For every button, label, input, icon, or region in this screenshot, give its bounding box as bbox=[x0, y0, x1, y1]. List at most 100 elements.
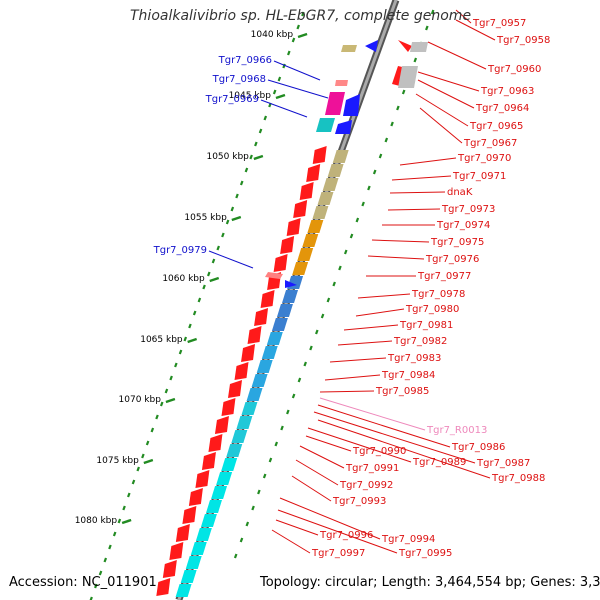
gene-label: Tgr7_0970 bbox=[457, 153, 511, 164]
gene-label: Tgr7_0960 bbox=[487, 64, 541, 75]
gene-block bbox=[221, 458, 238, 471]
gene-label: Tgr7_0957 bbox=[472, 18, 526, 29]
tick-dot bbox=[192, 310, 197, 316]
tick-dot bbox=[254, 141, 258, 147]
gene-block bbox=[231, 430, 248, 443]
gene-label: Tgr7_0967 bbox=[463, 138, 517, 149]
kbp-tick-mark bbox=[165, 397, 176, 404]
tick-dot bbox=[277, 76, 282, 82]
tick-dot bbox=[122, 505, 126, 511]
map-title: Thioalkalivibrio sp. HL-EbGR7, complete … bbox=[130, 8, 472, 24]
tick-dot bbox=[251, 505, 255, 511]
label-leader-line bbox=[367, 255, 425, 260]
gene-block bbox=[256, 360, 273, 373]
gene-block bbox=[200, 514, 217, 527]
tick-dot bbox=[178, 349, 183, 355]
gene-arrow bbox=[188, 488, 203, 506]
gene-label: Tgr7_0996 bbox=[319, 530, 373, 541]
kbp-tick-label: 1075 kbp bbox=[96, 456, 139, 466]
kbp-tick-label: 1080 kbp bbox=[75, 516, 118, 526]
gene-arrow bbox=[234, 362, 249, 380]
tick-dot bbox=[239, 537, 244, 543]
tick-dot bbox=[320, 313, 325, 319]
tick-dot bbox=[258, 128, 263, 134]
tick-dot bbox=[207, 271, 211, 277]
gene-arrow bbox=[162, 560, 177, 578]
label-leader-line bbox=[273, 60, 321, 81]
gene-label: Tgr7_0991 bbox=[345, 463, 399, 474]
gene-label: Tgr7_0963 bbox=[480, 86, 534, 97]
tick-dot bbox=[174, 362, 178, 368]
tick-dot bbox=[112, 531, 117, 537]
gene-arrow bbox=[286, 218, 301, 236]
gene-block bbox=[327, 164, 344, 177]
tick-dot bbox=[169, 375, 173, 381]
tick-dot bbox=[390, 121, 394, 127]
tick-dot bbox=[282, 63, 286, 69]
gene-block bbox=[398, 66, 418, 88]
kbp-tick-mark bbox=[297, 32, 308, 39]
gene-block bbox=[297, 248, 314, 261]
gene-arrow bbox=[365, 40, 378, 52]
gene-arrow bbox=[175, 524, 190, 542]
gene-label: Tgr7_0982 bbox=[393, 336, 447, 347]
tick-dot bbox=[141, 453, 145, 459]
label-leader-line bbox=[277, 509, 398, 554]
label-leader-line bbox=[455, 19, 496, 41]
tick-dot bbox=[355, 217, 360, 223]
tick-dot bbox=[188, 323, 192, 329]
gene-label: Tgr7_0997 bbox=[311, 548, 365, 559]
gene-label: Tgr7_0993 bbox=[332, 496, 386, 507]
label-leader-line bbox=[417, 79, 475, 109]
gene-block bbox=[302, 234, 319, 247]
gene-label: Tgr7_0964 bbox=[475, 103, 529, 114]
label-leader-line bbox=[307, 427, 412, 463]
gene-arrow bbox=[254, 308, 269, 326]
label-leader-line bbox=[337, 340, 393, 346]
tick-dot bbox=[108, 544, 112, 550]
gene-block bbox=[307, 220, 324, 233]
gene-label-left: Tgr7_0969 bbox=[205, 94, 259, 105]
label-leader-line bbox=[267, 79, 329, 99]
gene-arrow bbox=[182, 506, 197, 524]
gene-block bbox=[316, 118, 335, 132]
tick-dot bbox=[291, 393, 296, 399]
gene-arrow bbox=[299, 182, 314, 200]
gene-label: Tgr7_0995 bbox=[398, 548, 452, 559]
gene-block bbox=[271, 318, 288, 331]
label-leader-line bbox=[455, 9, 472, 24]
gene-arrow bbox=[169, 542, 184, 560]
label-leader-line bbox=[313, 411, 476, 464]
label-leader-line bbox=[317, 419, 491, 479]
gene-arrow bbox=[260, 290, 275, 308]
label-leader-line bbox=[389, 191, 446, 194]
tick-dot bbox=[257, 489, 261, 495]
tick-dot bbox=[233, 553, 238, 559]
gene-label: Tgr7_0974 bbox=[436, 220, 490, 231]
gene-block bbox=[341, 45, 357, 52]
kbp-tick-mark bbox=[143, 458, 154, 465]
gene-label: dnaK bbox=[447, 187, 473, 198]
gene-block bbox=[206, 500, 222, 513]
gene-block bbox=[317, 192, 334, 205]
gene-label: Tgr7_0973 bbox=[441, 204, 495, 215]
gene-arrow bbox=[293, 200, 308, 218]
gene-label: Tgr7_0987 bbox=[476, 458, 530, 469]
gene-arrow bbox=[221, 398, 236, 416]
accession-text: Accession: NC_011901 bbox=[9, 575, 157, 590]
label-leader-line bbox=[291, 475, 332, 502]
gene-block bbox=[266, 332, 283, 345]
label-leader-line bbox=[415, 93, 469, 127]
kbp-tick-label: 1050 kbp bbox=[206, 152, 249, 162]
label-leader-line bbox=[271, 529, 311, 554]
gene-arrow bbox=[227, 380, 242, 398]
gene-block bbox=[312, 206, 329, 219]
gene-block bbox=[251, 374, 268, 387]
gene-block bbox=[226, 444, 243, 457]
tick-dot bbox=[155, 414, 159, 420]
label-leader-line bbox=[317, 404, 451, 448]
gene-block bbox=[335, 80, 348, 86]
label-leader-line bbox=[319, 397, 426, 431]
tick-dot bbox=[244, 167, 249, 173]
label-leader-line bbox=[387, 208, 441, 211]
